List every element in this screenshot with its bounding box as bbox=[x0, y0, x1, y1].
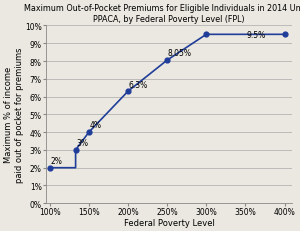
Point bbox=[73, 149, 78, 152]
Point bbox=[204, 33, 209, 37]
Point bbox=[47, 166, 52, 170]
Point bbox=[86, 131, 91, 134]
Title: Maximum Out-of-Pocket Premiums for Eligible Individuals in 2014 Under
PPACA, by : Maximum Out-of-Pocket Premiums for Eligi… bbox=[24, 4, 300, 24]
Point bbox=[282, 33, 287, 37]
Text: 4%: 4% bbox=[90, 121, 102, 130]
Text: 2%: 2% bbox=[51, 156, 62, 165]
X-axis label: Federal Poverty Level: Federal Poverty Level bbox=[124, 218, 214, 227]
Text: 6.3%: 6.3% bbox=[129, 80, 148, 89]
Text: 9.5%: 9.5% bbox=[246, 31, 266, 40]
Point bbox=[165, 59, 170, 63]
Point bbox=[126, 90, 130, 94]
Y-axis label: Maximum % of income
paid out of pocket for premiums: Maximum % of income paid out of pocket f… bbox=[4, 47, 24, 182]
Text: 8.05%: 8.05% bbox=[168, 49, 192, 58]
Text: 3%: 3% bbox=[76, 139, 88, 148]
